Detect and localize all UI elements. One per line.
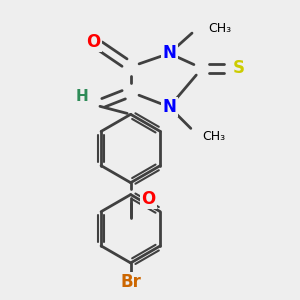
Text: CH₃: CH₃ xyxy=(208,22,231,34)
Text: O: O xyxy=(86,32,101,50)
Text: N: N xyxy=(162,44,176,62)
Text: S: S xyxy=(233,59,245,77)
Text: CH₃: CH₃ xyxy=(202,130,225,143)
Text: Br: Br xyxy=(120,273,141,291)
Text: N: N xyxy=(162,98,176,116)
Text: O: O xyxy=(141,190,156,208)
Text: H: H xyxy=(75,89,88,104)
